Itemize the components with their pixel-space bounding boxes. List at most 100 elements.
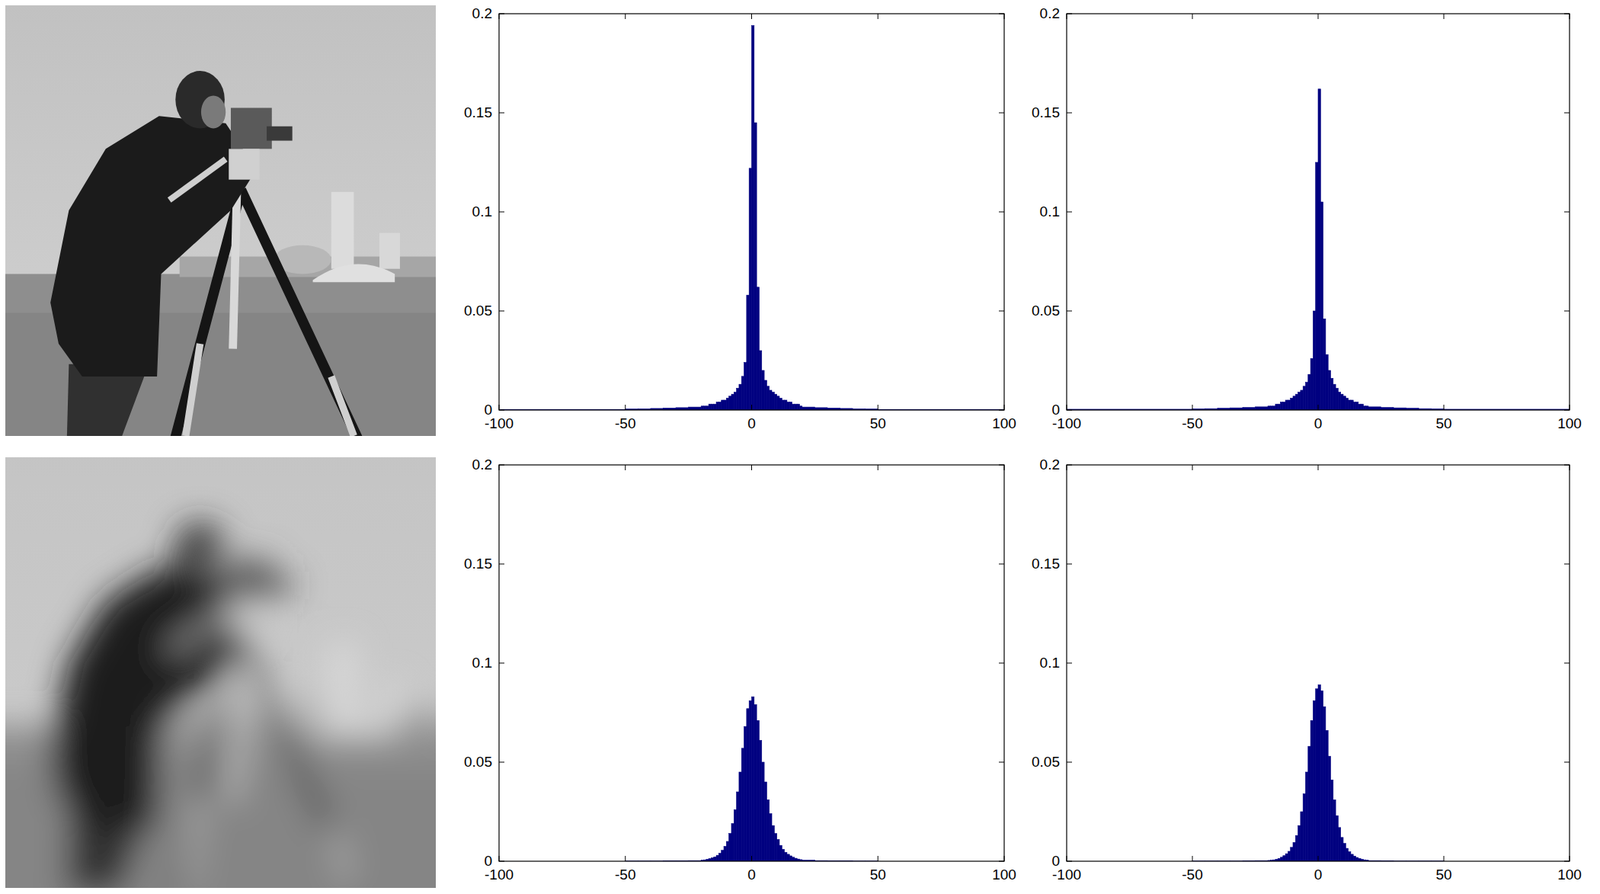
x-tick-label: 0 [747, 866, 756, 883]
x-tick-label: 0 [1314, 415, 1323, 432]
y-tick-label: 0.1 [472, 203, 493, 220]
histogram-bar [1302, 386, 1306, 410]
histogram-bar [1323, 706, 1326, 861]
histogram-bar [774, 833, 777, 861]
histogram-panel: -100-5005010000.050.10.150.2 [464, 5, 1017, 432]
bars [1192, 684, 1444, 861]
histogram-bar [781, 848, 784, 861]
histogram-bar [1285, 400, 1288, 410]
histogram-bar [723, 846, 727, 862]
x-tick-label: 50 [1435, 415, 1452, 432]
histogram-bar [1295, 393, 1298, 410]
x-tick-label: -100 [1052, 866, 1082, 883]
histogram-bar [1331, 377, 1334, 410]
histogram-bar [1305, 771, 1309, 861]
histogram-bar [756, 287, 759, 410]
histogram-bar [718, 402, 721, 410]
photo [5, 457, 436, 888]
plot-area [499, 464, 1005, 861]
y-tick-label: 0 [483, 401, 493, 418]
histogram-bar [787, 402, 790, 410]
x-tick [751, 464, 752, 861]
histogram-bar [761, 370, 765, 410]
histogram-bar [1318, 684, 1321, 861]
histogram-bar [1320, 201, 1323, 410]
x-tick-label: 50 [1435, 866, 1452, 883]
histogram-bar [1298, 392, 1301, 410]
y-tick-label: 0.1 [472, 654, 493, 671]
histogram-bar [764, 380, 767, 410]
y-tick-label: 0.2 [1040, 5, 1060, 22]
y-tick-label: 0.2 [1040, 456, 1060, 473]
y-tick-label: 0.1 [1040, 654, 1060, 671]
histogram-bar [1273, 406, 1276, 410]
histogram-bar [721, 400, 724, 410]
histogram-bar [1358, 403, 1361, 410]
histogram-bar [1305, 382, 1309, 410]
histogram-bar [1366, 406, 1369, 410]
y-tick [1066, 310, 1570, 312]
y-tick [499, 112, 1005, 114]
histogram-bar [784, 851, 788, 861]
histogram-bar [1290, 397, 1293, 410]
y-tick-label: 0.2 [472, 456, 493, 473]
y-tick [1066, 761, 1570, 763]
histogram-bar [1300, 811, 1303, 861]
histogram-bar [1353, 402, 1356, 410]
y-tick [499, 563, 1005, 565]
x-tick-label: -50 [614, 415, 636, 432]
y-tick [499, 211, 1005, 213]
histogram-bar [1270, 406, 1273, 410]
histogram-panel: -100-5005010000.050.10.150.2 [464, 456, 1017, 883]
histogram-bar [787, 854, 790, 861]
histogram-bar [756, 720, 759, 861]
y-tick [1066, 860, 1570, 862]
histogram-bar [739, 771, 742, 861]
x-tick-label: -50 [1181, 415, 1203, 432]
histogram-bar [754, 122, 757, 410]
histogram-bar [781, 400, 784, 410]
histogram-bar [1308, 374, 1311, 410]
x-tick-label: 50 [870, 866, 887, 883]
y-tick-label: 0.05 [464, 753, 493, 770]
x-tick-label: -100 [1052, 415, 1082, 432]
histogram-bar [1348, 400, 1351, 410]
histogram-panel: -100-5005010000.050.10.150.2 [1031, 456, 1582, 883]
histogram-bar [1328, 755, 1331, 861]
y-tick [499, 860, 1005, 862]
histogram-bar [1315, 162, 1319, 410]
axes-frame [499, 13, 1005, 410]
x-tick [877, 464, 879, 861]
x-tick [1192, 464, 1194, 861]
histogram-bar [761, 761, 765, 861]
histogram-bar [1315, 688, 1319, 861]
y-tick [1066, 464, 1570, 466]
histogram-bar [789, 402, 792, 410]
histogram-bar [752, 25, 755, 410]
histogram-bar [1345, 848, 1348, 861]
histogram-bar [739, 384, 742, 410]
histogram-bar [744, 726, 747, 861]
histogram-bar [769, 813, 772, 861]
histogram-bar [708, 403, 711, 410]
histogram-bar [1343, 396, 1346, 410]
histogram-bar [729, 833, 732, 861]
histogram-bar [746, 294, 749, 410]
y-tick [1066, 409, 1570, 411]
histogram-bar [731, 393, 734, 410]
histogram-bar [1335, 815, 1338, 861]
histogram-bar [1360, 403, 1364, 410]
histogram-bar [1368, 406, 1382, 410]
y-tick [499, 662, 1005, 664]
histogram-bar [796, 403, 800, 410]
histogram-bar [1275, 403, 1278, 410]
y-tick-label: 0.15 [1031, 555, 1060, 572]
histogram-bar [758, 350, 762, 410]
y-tick-label: 0.1 [1040, 203, 1060, 220]
histogram-bar [1363, 406, 1366, 410]
y-tick-label: 0 [1051, 401, 1060, 418]
x-tick-label: 100 [1557, 415, 1582, 432]
histogram-bar [726, 841, 729, 861]
plot-area [1066, 464, 1570, 861]
histogram-bar [1323, 318, 1326, 410]
